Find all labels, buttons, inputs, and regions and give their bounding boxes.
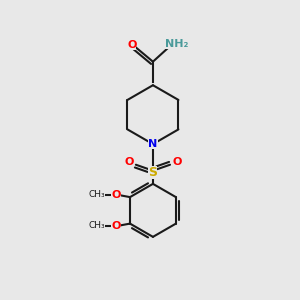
Text: O: O xyxy=(124,157,134,167)
Text: CH₃: CH₃ xyxy=(88,221,105,230)
Text: O: O xyxy=(111,190,121,200)
Text: S: S xyxy=(148,166,158,178)
Text: NH₂: NH₂ xyxy=(165,39,188,49)
Text: N: N xyxy=(148,139,158,149)
Text: CH₃: CH₃ xyxy=(88,190,105,200)
Text: O: O xyxy=(127,40,136,50)
Text: O: O xyxy=(172,157,182,167)
Text: O: O xyxy=(111,221,121,231)
